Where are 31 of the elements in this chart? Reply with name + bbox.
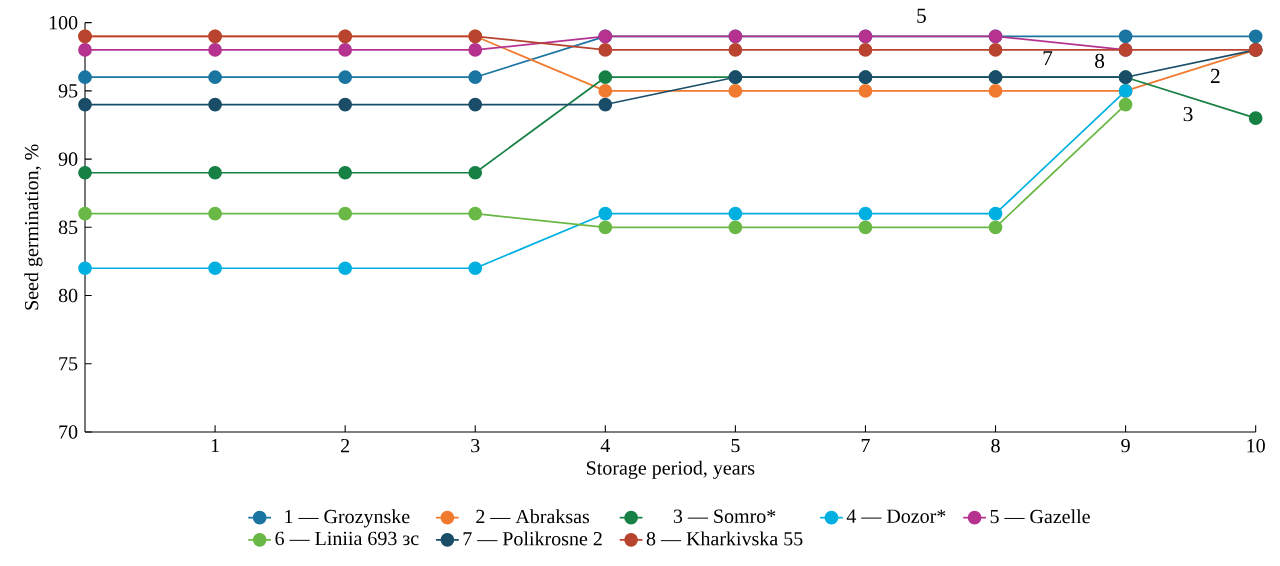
legend-label: 4 — Dozor* xyxy=(846,509,946,523)
annotation: 5 xyxy=(917,8,926,23)
y-tick-label: 75 xyxy=(59,357,78,371)
legend-label: 3 — Somro* xyxy=(673,509,776,523)
annotation: 2 xyxy=(1210,68,1220,83)
x-axis-title: Storage period, years xyxy=(586,460,755,479)
legend-label: 1 — Grozynske xyxy=(285,509,410,528)
x-tick-label: 2 xyxy=(341,438,350,453)
legend-label: 5 — Gazelle xyxy=(990,509,1090,524)
y-tick-label: 85 xyxy=(58,220,78,235)
x-tick-label: 1 xyxy=(211,438,219,453)
annotation: 7 xyxy=(1043,51,1053,66)
annotation: 8 xyxy=(1095,53,1105,69)
y-axis-title: Seed germination, % xyxy=(24,144,43,310)
x-tick-label: 9 xyxy=(1121,438,1130,453)
x-tick-label: 8 xyxy=(991,438,1000,453)
x-tick-label: 4 xyxy=(600,438,610,453)
x-tick-label: 7 xyxy=(861,438,870,453)
y-tick-label: 90 xyxy=(58,152,78,166)
y-tick-label: 70 xyxy=(59,425,78,439)
x-tick-label: 10 xyxy=(1247,438,1265,453)
legend-label: 7 — Polikrosne 2 xyxy=(463,531,602,546)
legend-label: 6 — Liniia 693 зс xyxy=(275,531,419,546)
annotation: 3 xyxy=(1183,106,1193,122)
y-tick-label: 80 xyxy=(58,288,78,303)
y-tick-label: 100 xyxy=(49,15,78,30)
y-tick-label: 95 xyxy=(58,84,78,98)
x-tick-label: 5 xyxy=(731,438,740,453)
x-tick-label: 3 xyxy=(471,438,480,453)
legend-label: 8 — Kharkivska 55 xyxy=(646,531,803,546)
legend-label: 2 — Abraksas xyxy=(476,509,590,524)
